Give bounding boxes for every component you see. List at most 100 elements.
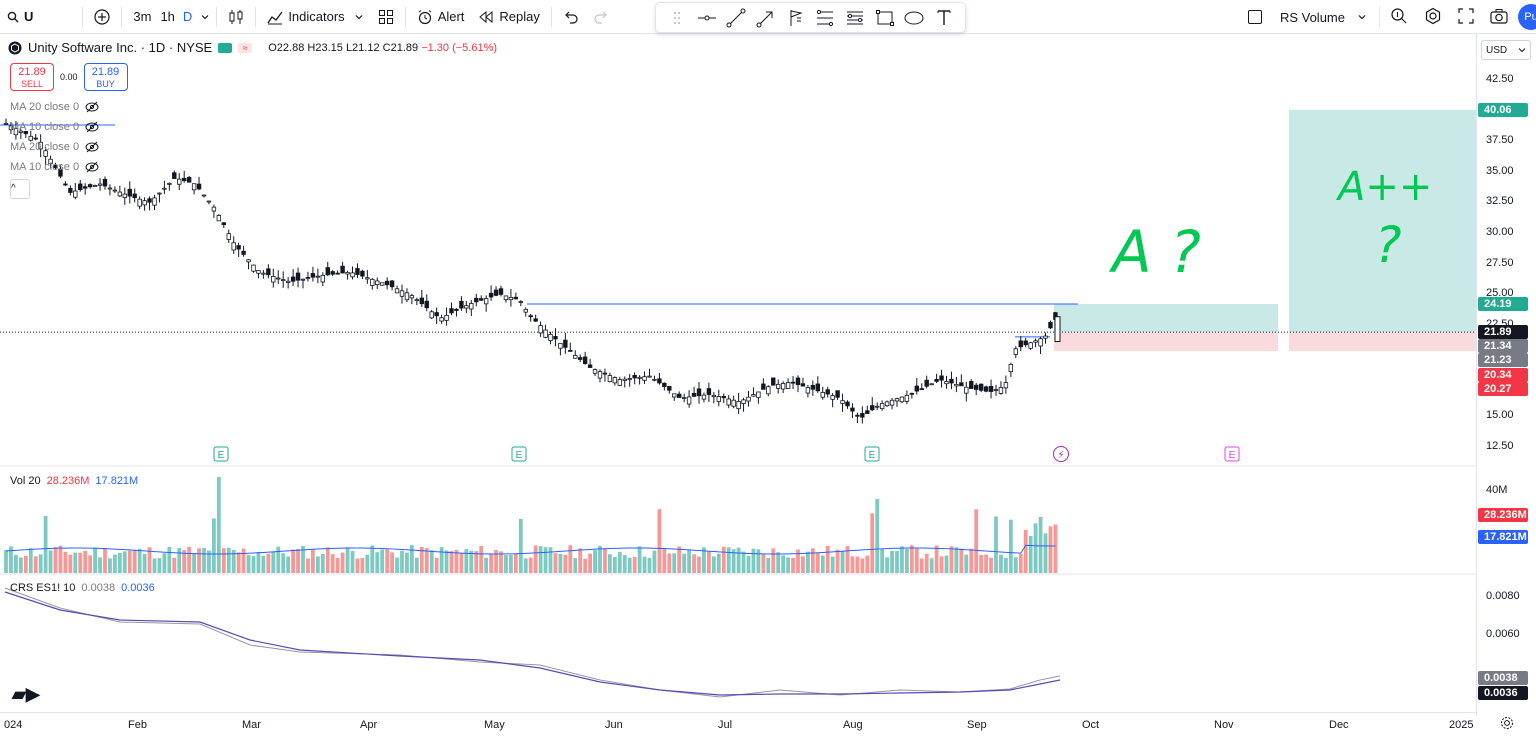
earnings-marker	[213, 446, 229, 462]
candle-body	[1018, 340, 1023, 348]
publish-button[interactable]: Pu	[1518, 4, 1536, 30]
volume-bar	[454, 549, 459, 573]
candle-body	[1013, 348, 1018, 355]
eye-hidden-icon[interactable]	[85, 121, 99, 133]
interval-dropdown[interactable]	[198, 0, 212, 34]
volume-bar	[870, 513, 875, 573]
symbol-search[interactable]: U	[0, 0, 40, 34]
volume-indicator-name[interactable]: Vol 20	[10, 475, 41, 487]
chart-settings-button[interactable]	[1500, 716, 1514, 735]
alert-button[interactable]: Alert	[410, 0, 472, 34]
volume-bar	[192, 553, 196, 573]
candle-body	[612, 377, 618, 384]
eye-hidden-icon[interactable]	[85, 161, 99, 173]
candle-body	[914, 385, 919, 392]
parallel-channel-tool-icon[interactable]	[814, 7, 836, 29]
layouts-button[interactable]	[371, 0, 401, 34]
candle-body	[865, 410, 870, 414]
flag-tool-icon[interactable]	[785, 7, 807, 29]
candle-body	[686, 396, 692, 405]
candle-body	[607, 375, 613, 383]
indicator-ma-item[interactable]: MA 20 close 0	[10, 137, 99, 157]
chart-type-button[interactable]	[221, 0, 251, 34]
sell-button[interactable]: 21.89 SELL	[10, 63, 54, 91]
fullscreen-button[interactable]	[1452, 7, 1480, 27]
quick-search-button[interactable]	[1384, 7, 1414, 28]
candle-body	[845, 401, 850, 407]
volume-bar	[429, 550, 434, 573]
horizontal-line-tool-icon[interactable]	[696, 7, 718, 29]
volume-bar	[182, 550, 187, 573]
price-label-badge: 20.34	[1478, 368, 1528, 382]
volume-bar	[815, 553, 820, 573]
drag-handle-icon[interactable]	[666, 7, 688, 29]
symbol-title[interactable]: Unity Software Inc. · 1D · NYSE	[28, 40, 213, 55]
fib-tool-icon[interactable]	[844, 7, 866, 29]
volume-bar	[806, 551, 810, 573]
buy-button[interactable]: 21.89 BUY	[83, 63, 128, 91]
eye-hidden-icon[interactable]	[85, 101, 99, 113]
candle-body	[285, 280, 291, 283]
crs-indicator-name[interactable]: CRS ES1! 10	[10, 582, 76, 594]
volume-bar	[350, 550, 355, 573]
candle-body	[449, 308, 454, 314]
settings-button[interactable]	[1418, 7, 1448, 28]
indicator-ma-item[interactable]: MA 10 close 0	[10, 157, 99, 177]
volume-bar	[231, 550, 236, 573]
interval-d[interactable]: D	[177, 0, 198, 34]
collapse-legend-button[interactable]: ^	[10, 179, 30, 199]
volume-bar	[1023, 529, 1028, 573]
volume-bar	[905, 549, 909, 573]
volume-bar	[261, 555, 266, 573]
candle-body	[518, 301, 523, 303]
time-tick-label: Jul	[718, 719, 733, 731]
indicator-ma-item[interactable]: MA 20 close 0	[10, 97, 99, 117]
trend-line-tool-icon[interactable]	[725, 7, 747, 29]
volume-bar	[88, 555, 93, 573]
checkbox[interactable]	[1247, 10, 1262, 24]
volume-bar	[1018, 553, 1023, 573]
rectangle-tool-icon[interactable]	[874, 7, 896, 29]
currency-selector[interactable]: USD	[1481, 40, 1531, 60]
volume-bar	[796, 549, 800, 573]
indicator-ma-item[interactable]: MA 10 close 0	[10, 117, 99, 137]
time-axis[interactable]: 024 Feb Mar Apr May Jun Jul Aug Sep Oct Nov Dec 2025	[0, 712, 1476, 738]
add-circle-icon	[94, 8, 110, 25]
candle-body	[271, 276, 276, 283]
open-value: O22.88	[268, 41, 305, 54]
eye-hidden-icon[interactable]	[85, 141, 99, 153]
redo-button[interactable]	[586, 0, 616, 34]
candle-body	[840, 400, 845, 404]
undo-button[interactable]	[556, 0, 586, 34]
crs-legend: CRS ES1! 10 0.0038 0.0036	[10, 582, 155, 594]
candle-body	[444, 314, 449, 321]
candle-body	[766, 386, 771, 395]
ellipse-tool-icon[interactable]	[903, 7, 925, 29]
volume-bar	[677, 546, 682, 573]
candle-body	[508, 297, 514, 301]
interval-3m[interactable]: 3m	[126, 0, 158, 34]
interval-1h[interactable]: 1h	[158, 0, 176, 34]
candle-body	[721, 396, 726, 399]
alarm-clock-icon	[418, 9, 431, 24]
rs-volume-toggle[interactable]: RS Volume	[1240, 10, 1375, 25]
volume-bar	[756, 549, 761, 573]
compare-button[interactable]	[87, 0, 117, 34]
volume-bar	[687, 549, 691, 573]
volume-bar	[939, 556, 944, 573]
replay-button[interactable]: Replay	[471, 0, 546, 34]
text-tool-icon[interactable]	[933, 7, 955, 29]
volume-bar	[850, 556, 855, 573]
volume-label-badge: 17.821M	[1478, 530, 1528, 544]
snapshot-button[interactable]	[1484, 8, 1514, 27]
time-tick-label: Jun	[605, 719, 623, 731]
candle-body	[399, 290, 405, 297]
indicators-button[interactable]: Indicators	[260, 0, 370, 34]
arrow-tool-icon[interactable]	[755, 7, 777, 29]
volume-bar	[306, 558, 310, 573]
candle-body	[132, 193, 137, 199]
candle-body	[969, 381, 974, 389]
price-tick-label: 12.50	[1486, 440, 1514, 452]
volume-bar	[1028, 536, 1033, 573]
